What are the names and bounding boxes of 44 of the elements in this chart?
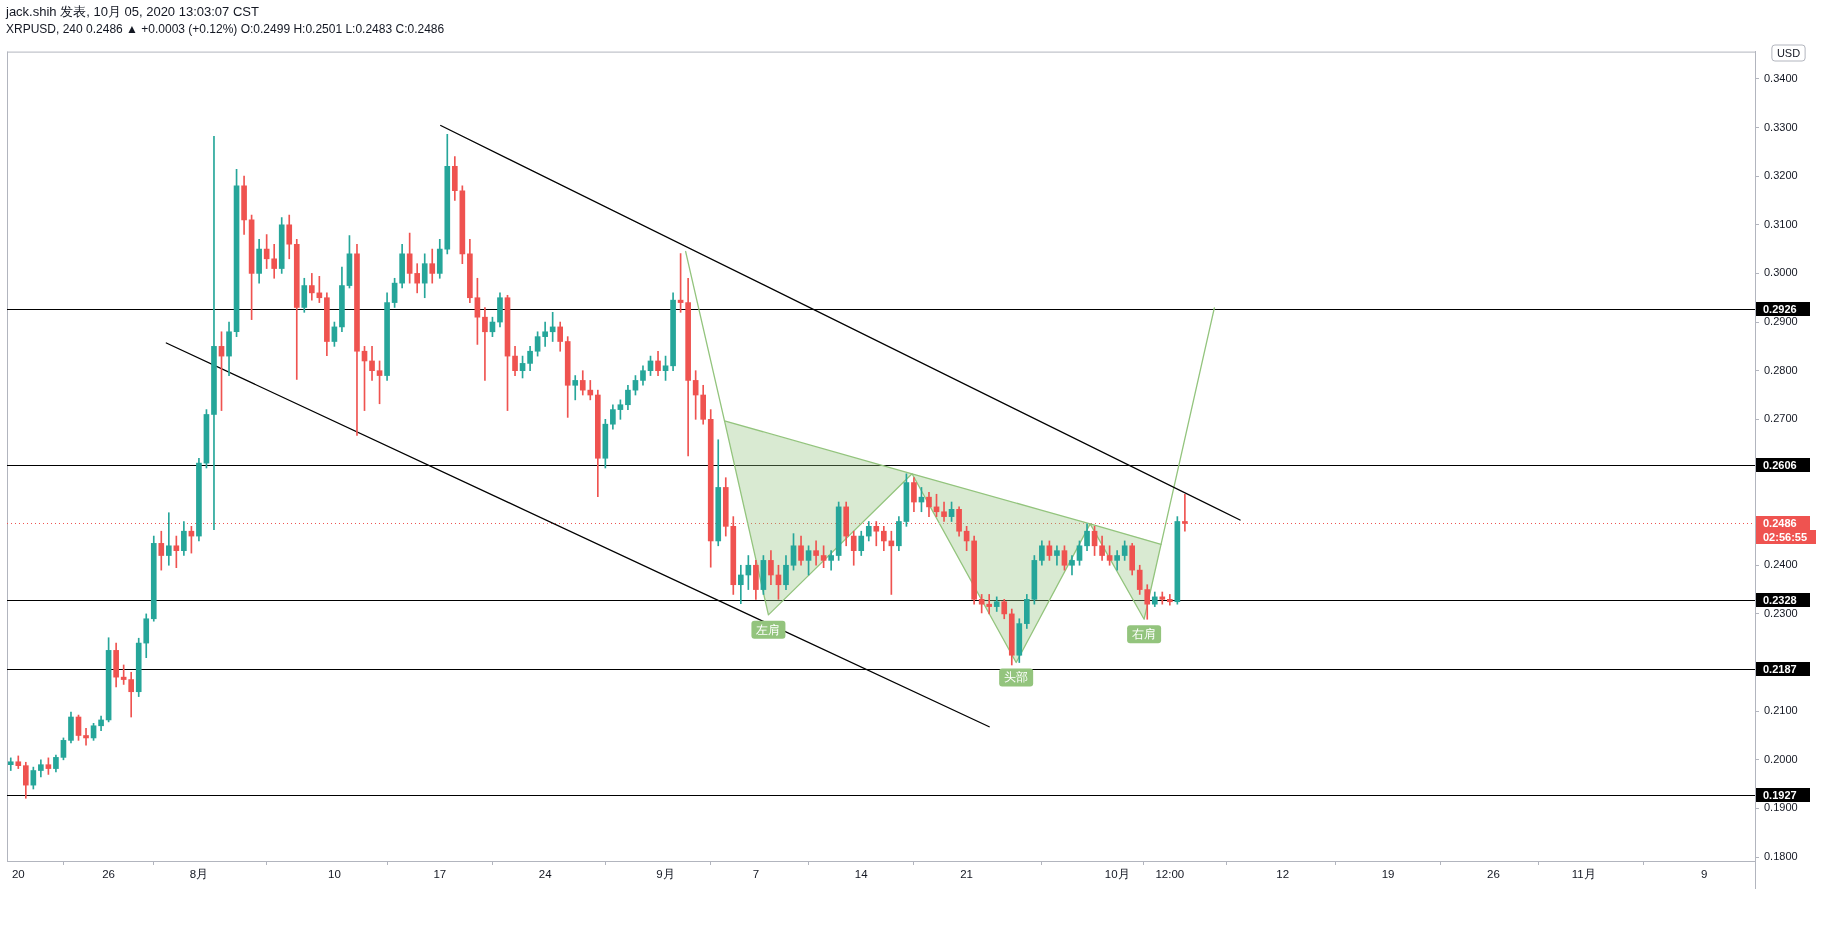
y-tick-label: 0.2700	[1764, 412, 1798, 425]
y-tick-label: 0.1900	[1764, 801, 1798, 814]
y-tick-label: 0.2400	[1764, 558, 1798, 571]
y-tick-label: 0.2900	[1764, 315, 1798, 328]
ref-line-label: 0.2486	[1763, 516, 1797, 529]
y-axis-title: USD	[1776, 46, 1801, 59]
ref-line-label: 0.2606	[1763, 458, 1797, 471]
x-tick-label: 11月	[1571, 868, 1596, 881]
x-tick-label: 26	[1487, 868, 1500, 881]
ref-line-label: 0.2328	[1763, 593, 1797, 606]
y-tick-label: 0.2800	[1764, 363, 1798, 376]
x-tick-label: 10月	[1104, 868, 1130, 881]
x-tick-label: 21	[960, 868, 974, 881]
y-tick-label: 0.2300	[1764, 606, 1798, 619]
x-tick-label: 17	[433, 868, 447, 881]
ref-line-label: 0.2926	[1763, 302, 1797, 315]
x-tick-label: 12:00	[1155, 868, 1185, 881]
y-tick-label: 0.3400	[1764, 71, 1798, 84]
x-tick-label: 7	[752, 868, 760, 881]
y-tick-label: 0.3200	[1764, 169, 1798, 182]
x-tick-label: 10	[328, 868, 341, 881]
y-tick-label: 0.2100	[1764, 704, 1798, 717]
x-tick-label: 9月	[656, 868, 675, 881]
annotation: 左肩	[756, 622, 781, 637]
text: 02:56:55	[1763, 530, 1808, 543]
chart-subtitle: XRPUSD, 240 0.2486 ▲ +0.0003 (+0.12%) O:0.2499 H:0.2501 L:0.2483 C:0.2486	[6, 21, 445, 37]
x-tick-label: 9	[1700, 868, 1708, 881]
y-tick-label: 0.1800	[1764, 850, 1798, 863]
y-tick-label: 0.3000	[1764, 266, 1798, 279]
annotation: 右肩	[1132, 627, 1157, 642]
x-tick-label: 8月	[189, 868, 209, 881]
x-tick-label: 20	[11, 868, 25, 881]
x-tick-label: 24	[538, 868, 553, 881]
x-tick-label: 19	[1381, 868, 1395, 881]
x-tick-label: 12	[1276, 868, 1290, 881]
annotation: 头部	[1004, 670, 1029, 685]
x-tick-label: 14	[854, 868, 869, 881]
ref-line-label: 0.1927	[1763, 788, 1797, 801]
chart-title: jack.shih 发表, 10月 05, 2020 13:03:07 CST	[6, 4, 259, 20]
y-tick-label: 0.3100	[1764, 217, 1798, 230]
ref-line-label: 0.2187	[1763, 662, 1797, 675]
x-tick-label: 26	[102, 868, 115, 881]
y-tick-label: 0.3300	[1764, 120, 1798, 133]
y-tick-label: 0.2000	[1764, 752, 1798, 765]
